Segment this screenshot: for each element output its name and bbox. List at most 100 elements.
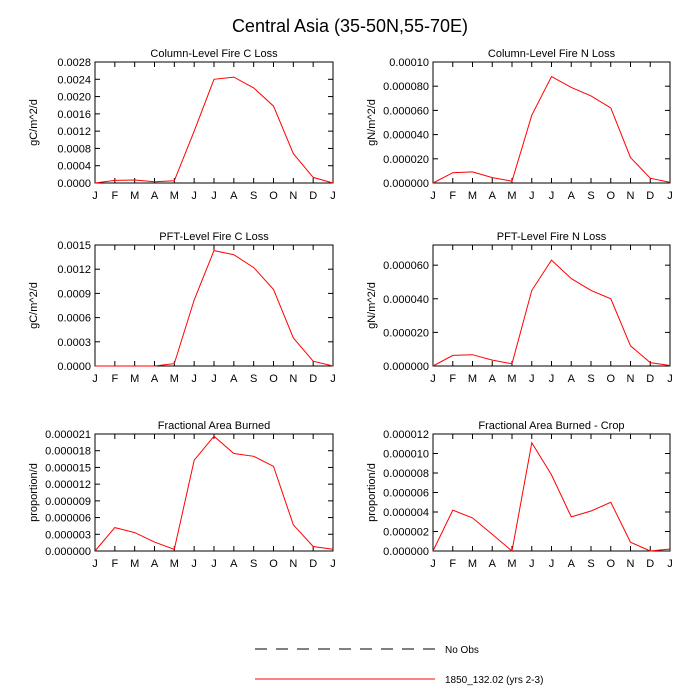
x-tick-label: J [191,558,197,570]
x-tick-label: N [289,373,297,385]
y-axis-label: gC/m^2/d [28,99,40,146]
y-tick-label: 0.000080 [383,81,429,93]
x-tick-label: M [468,190,477,202]
series-line-0 [432,441,671,552]
y-axis-label: gN/m^2/d [366,282,378,329]
figure-title: Central Asia (35-50N,55-70E) [232,16,468,36]
x-tick-label: O [606,558,615,570]
y-tick-label: 0.000000 [45,546,91,558]
x-tick-label: J [92,373,98,385]
x-tick-label: A [568,190,576,202]
y-tick-label: 0.0003 [57,337,91,349]
y-tick-label: 0.0008 [57,143,91,155]
series-line-0 [432,75,671,184]
x-tick-label: D [309,190,317,202]
x-tick-label: A [568,373,576,385]
y-tick-label: 0.000003 [45,529,91,541]
chart-panels: Column-Level Fire C Loss gC/m^2/d 0.0000 0.… [28,48,673,570]
x-tick-label: D [309,373,317,385]
y-tick-label: 0.0009 [57,288,91,300]
panel-title: PFT-Level Fire N Loss [497,231,607,243]
x-tick-label: N [627,558,635,570]
x-tick-label: J [667,190,673,202]
panel-title: PFT-Level Fire C Loss [159,231,269,243]
y-tick-label: 0.0012 [57,126,91,138]
y-tick-label: 0.000060 [383,105,429,117]
y-tick-label: 0.0016 [57,109,91,121]
y-tick-label: 0.000008 [383,468,429,480]
y-tick-label: 0.00010 [389,57,429,69]
plot-frame [432,244,671,367]
x-tick-label: J [430,373,436,385]
x-tick-label: F [111,373,118,385]
x-tick-label: F [449,190,456,202]
chart-panel-0: Column-Level Fire C Loss gC/m^2/d 0.0000 0.… [28,48,336,202]
x-tick-label: D [646,190,654,202]
y-tick-label: 0.000010 [383,449,429,461]
x-tick-label: O [269,190,278,202]
x-tick-label: J [529,558,535,570]
x-tick-label: O [606,373,615,385]
x-tick-label: A [489,373,497,385]
x-tick-label: S [587,190,594,202]
x-tick-label: J [549,190,555,202]
y-tick-label: 0.0015 [57,240,91,252]
x-tick-label: M [130,373,139,385]
x-tick-label: F [111,558,118,570]
y-tick-label: 0.000012 [45,479,91,491]
x-tick-label: J [211,373,217,385]
x-tick-label: J [92,558,98,570]
panel-title: Fractional Area Burned [158,420,271,432]
x-tick-label: A [230,190,238,202]
x-tick-label: A [151,190,159,202]
series-line-0 [94,435,334,552]
x-tick-label: S [250,373,257,385]
x-tick-label: J [667,373,673,385]
y-tick-label: 0.0020 [57,92,91,104]
x-tick-label: J [330,190,336,202]
chart-panel-5: Fractional Area Burned - Crop proportion/… [366,420,673,570]
y-tick-label: 0.000018 [45,446,91,458]
x-tick-label: J [211,558,217,570]
x-tick-label: J [92,190,98,202]
x-tick-label: J [430,190,436,202]
y-tick-label: 0.000060 [383,260,429,272]
x-tick-label: N [627,373,635,385]
panel-title: Fractional Area Burned - Crop [478,420,624,432]
y-tick-label: 0.0000 [57,178,91,190]
y-axis-label: gN/m^2/d [366,99,378,146]
y-tick-label: 0.000040 [383,294,429,306]
x-tick-label: O [606,190,615,202]
x-tick-label: A [230,558,238,570]
x-tick-label: A [151,373,159,385]
series-line-0 [94,76,334,184]
x-tick-label: J [549,558,555,570]
x-tick-label: N [289,190,297,202]
x-tick-label: A [151,558,159,570]
x-tick-label: A [568,558,576,570]
x-tick-label: M [507,190,516,202]
y-tick-label: 0.000021 [45,429,91,441]
x-tick-label: J [191,373,197,385]
x-tick-label: D [646,373,654,385]
x-tick-label: D [309,558,317,570]
x-tick-label: M [170,558,179,570]
chart-panel-1: Column-Level Fire N Loss gN/m^2/d 0.000000… [366,48,673,202]
plot-frame [432,61,671,184]
chart-panel-3: PFT-Level Fire N Loss gN/m^2/d 0.000000 0.0… [366,231,673,385]
x-tick-label: J [549,373,555,385]
x-tick-label: J [667,558,673,570]
x-tick-label: A [489,558,497,570]
x-tick-label: J [430,558,436,570]
y-axis-label: proportion/d [366,463,378,522]
x-tick-label: M [507,373,516,385]
x-tick-label: D [646,558,654,570]
x-tick-label: J [529,190,535,202]
x-tick-label: J [191,190,197,202]
y-tick-label: 0.0028 [57,57,91,69]
x-tick-label: M [468,558,477,570]
x-tick-label: O [269,373,278,385]
legend-label-series: 1850_132.02 (yrs 2-3) [445,675,543,686]
x-tick-label: S [587,373,594,385]
